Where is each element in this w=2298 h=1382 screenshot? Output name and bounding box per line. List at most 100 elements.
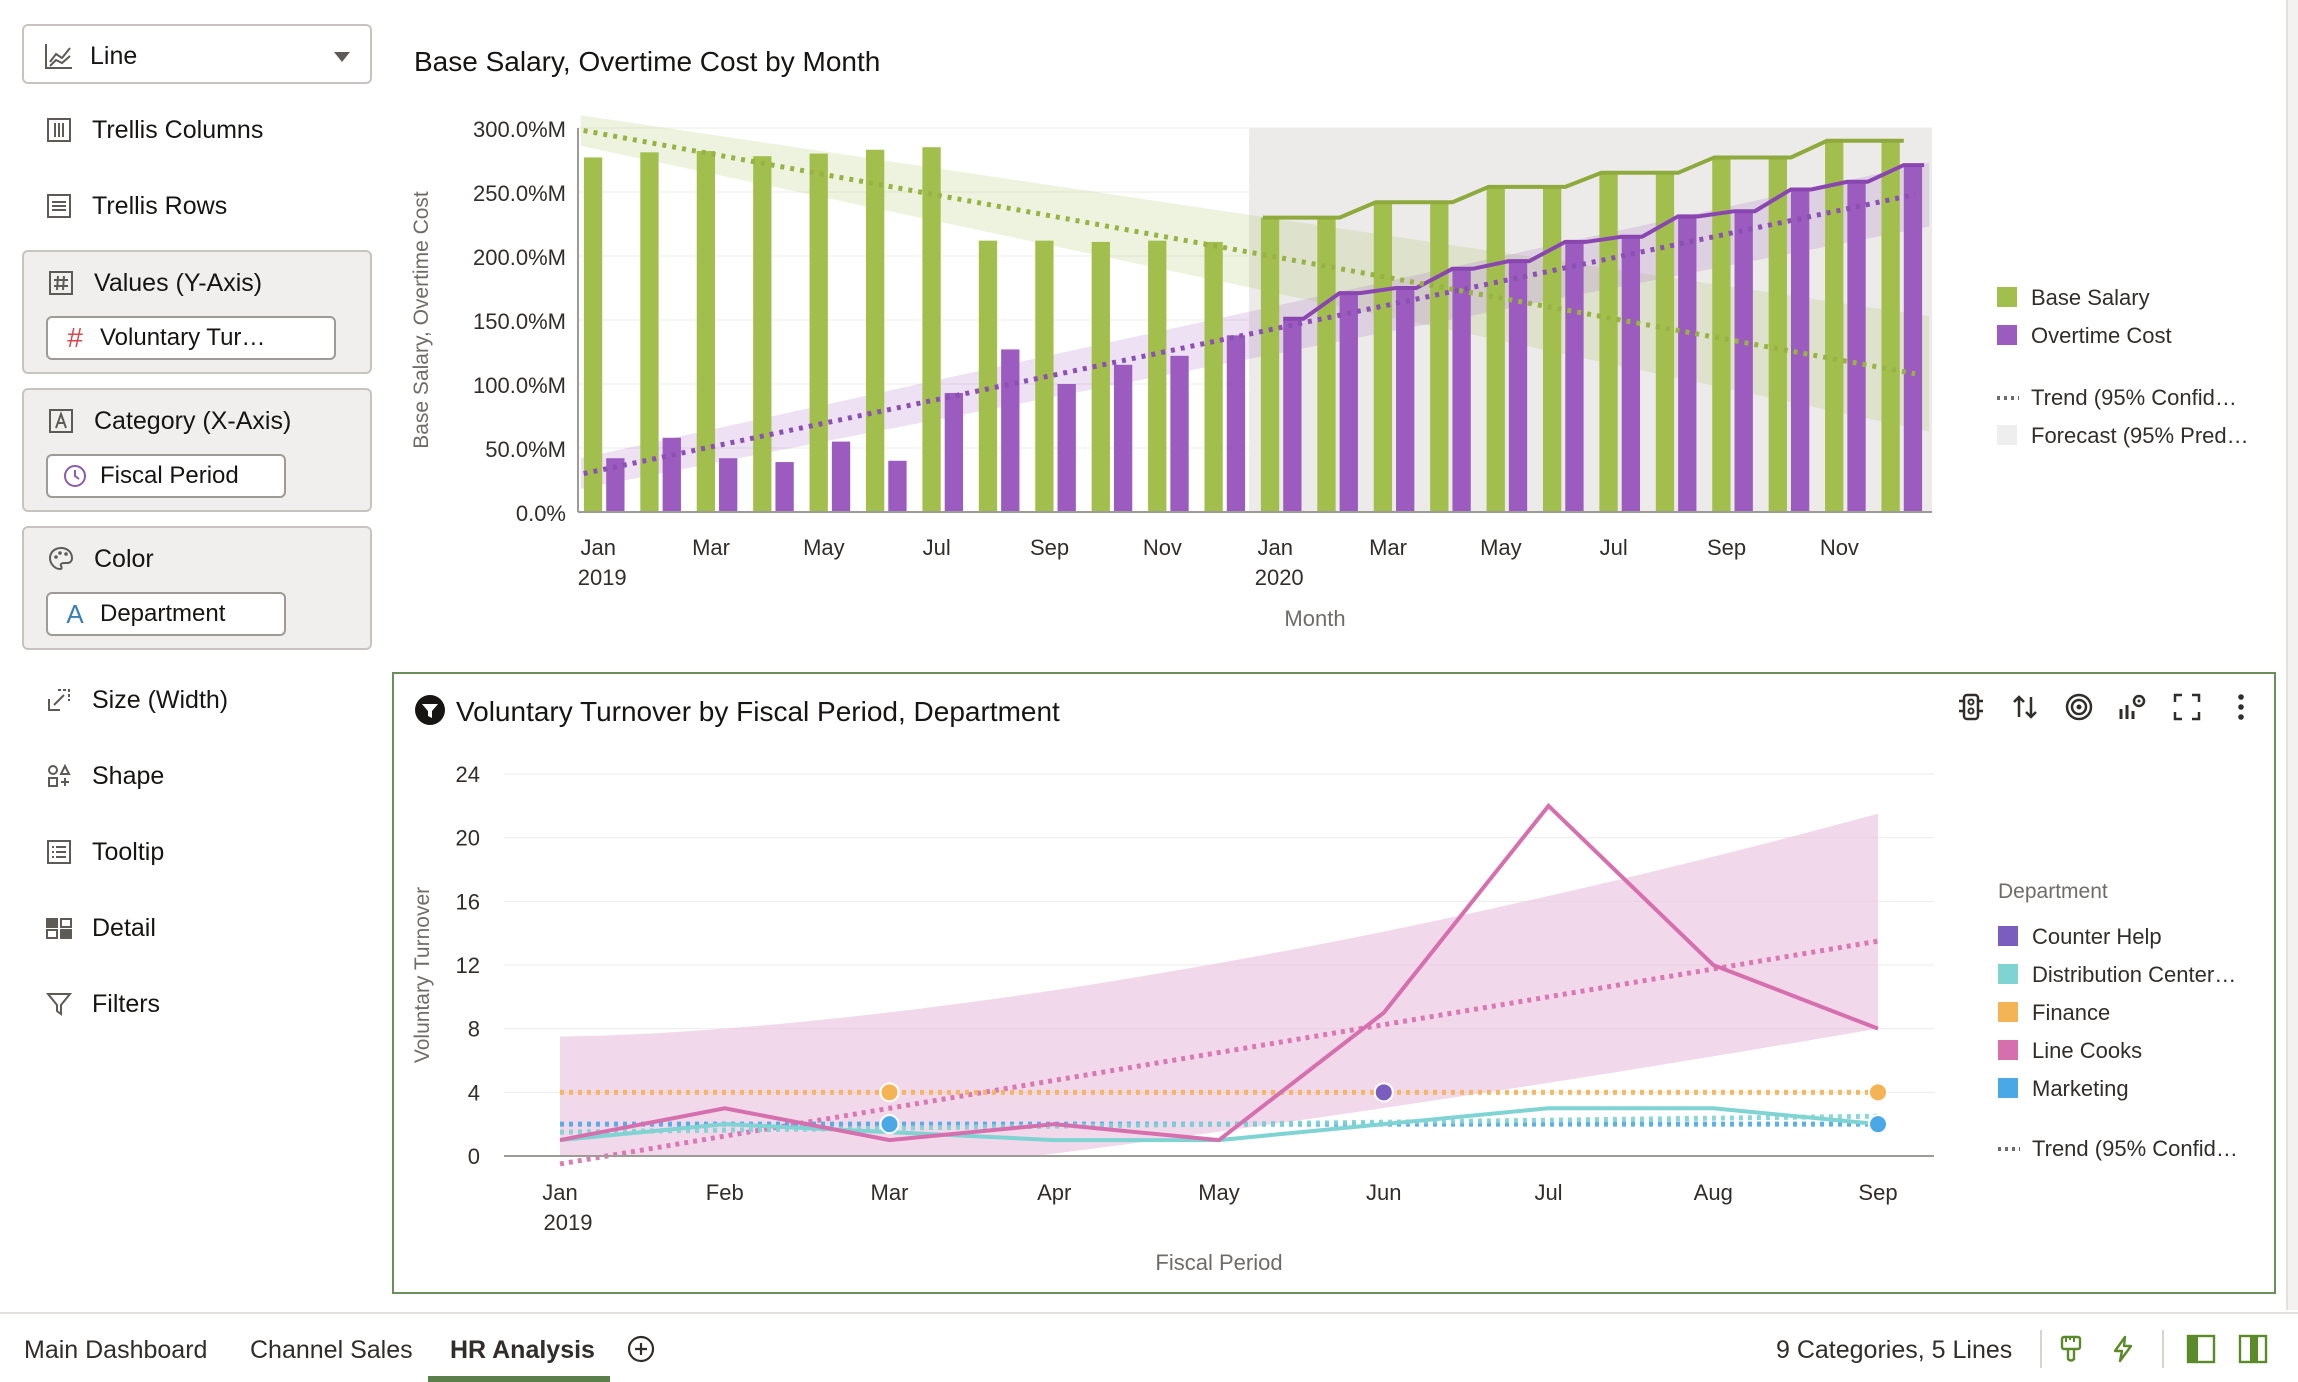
color-dropzone[interactable]: Color A Department [22,526,372,650]
x-tick-label: Nov [1820,535,1859,560]
shape-row[interactable]: Shape [44,756,364,796]
trellis-rows-label: Trellis Rows [92,191,228,220]
legend-swatch [1998,964,2018,984]
bar-overtime-cost [831,441,851,512]
bar-base-salary [1825,140,1844,513]
bar-overtime-cost [888,460,907,512]
shape-label: Shape [92,761,165,790]
more-icon[interactable] [2224,690,2258,724]
voluntary-turnover-viz[interactable]: Voluntary Turnover by Fiscal Period, Dep… [392,672,2276,1294]
analytics-icon[interactable] [2116,690,2150,724]
y-tick-label: 8 [468,1017,480,1042]
filters-row[interactable]: Filters [44,984,364,1024]
right-panel-toggle-icon[interactable] [2236,1332,2270,1366]
x-tick-label: Aug [1694,1180,1733,1205]
tab-hr-analysis[interactable]: HR Analysis [450,1336,595,1364]
measure-hash-icon: # [67,322,83,353]
x-tick-label: Jul [1534,1180,1562,1205]
x-tick-sublabel: 2019 [578,565,627,590]
legend-label: Base Salary [2031,285,2150,310]
legend-label: Counter Help [2032,924,2162,949]
fullscreen-icon[interactable] [2170,690,2204,724]
filter-applied-icon[interactable] [414,694,446,731]
bottom-chart-title: Voluntary Turnover by Fiscal Period, Dep… [456,696,1060,727]
top-chart-title: Base Salary, Overtime Cost by Month [414,46,881,77]
bar-base-salary [1091,241,1110,513]
bar-base-salary [1373,202,1393,513]
size-width-row[interactable]: Size (Width) [44,680,364,720]
bar-base-salary [978,240,998,512]
trend-confidence-band [580,162,1930,489]
category-x-axis-dropzone[interactable]: Category (X-Axis) Fiscal Period [22,388,372,512]
trellis-rows-row[interactable]: Trellis Rows [44,186,364,226]
y-tick-label: 12 [456,953,480,978]
legend-swatch [1997,287,2017,307]
x-tick-label: Jul [923,535,951,560]
y-tick-label: 16 [456,889,480,914]
status-bar: Main Dashboard Channel Sales HR Analysis… [0,1312,2298,1382]
legend-label: Distribution Center… [2032,962,2236,987]
x-tick-label: Sep [1707,535,1746,560]
legend-swatch [1998,1040,2018,1060]
x-tick-label: Nov [1143,535,1182,560]
x-tick-label: May [1198,1180,1240,1205]
legend-swatch [1998,1078,2018,1098]
legend-title: Department [1998,880,2108,903]
voluntary-turnover-pill[interactable]: # Voluntary Tur… [46,316,336,360]
x-tick-label: Jan [542,1180,577,1205]
lightning-icon[interactable] [2106,1332,2140,1366]
status-summary: 9 Categories, 5 Lines [1776,1336,2013,1364]
chart-type-select[interactable]: Line [22,24,372,84]
sort-icon[interactable] [2008,690,2042,724]
brush-icon[interactable] [2054,1332,2088,1366]
legend-label: Forecast (95% Pred… [2031,423,2249,448]
bar-base-salary [809,153,828,512]
shape-icon [44,761,74,791]
fiscal-period-pill[interactable]: Fiscal Period [46,454,286,498]
values-y-axis-label: Values (Y-Axis) [94,268,263,297]
bar-base-salary [1486,186,1505,512]
bar-overtime-cost [1057,384,1076,512]
trellis-columns-row[interactable]: Trellis Columns [44,110,364,150]
legend-label: Trend (95% Confid… [2032,1136,2238,1161]
clock-icon [62,463,88,489]
bar-base-salary [583,157,603,512]
values-y-axis-dropzone[interactable]: Values (Y-Axis) # Voluntary Tur… [22,250,372,374]
chevron-down-icon[interactable] [334,52,350,62]
y-tick-label: 300.0%M [473,117,566,142]
bar-overtime-cost [1678,216,1697,512]
target-icon[interactable] [2062,690,2096,724]
y-axis-title: Voluntary Turnover [411,887,434,1063]
y-tick-label: 150.0%M [473,309,566,334]
line-chart-icon [44,42,74,75]
trellis-columns-icon [44,115,74,145]
left-panel-toggle-icon[interactable] [2184,1332,2218,1366]
legend-swatch [1997,425,2017,445]
detail-label: Detail [92,913,156,942]
legend-label: Line Cooks [2032,1038,2142,1063]
grammar-panel: Line Trellis Columns Trellis Rows Values… [0,0,385,1310]
tooltip-row[interactable]: Tooltip [44,832,364,872]
department-pill[interactable]: A Department [46,592,286,636]
bar-overtime-cost [1847,181,1866,512]
x-tick-label: Apr [1037,1180,1071,1205]
bar-base-salary [1260,217,1280,512]
bar-base-salary [696,151,716,513]
bar-overtime-cost [719,458,738,512]
bar-base-salary [1768,157,1787,512]
series-line [559,802,1879,1143]
bar-base-salary [922,147,941,512]
x-tick-label: Jul [1600,535,1628,560]
x-tick-label: Jan [580,535,615,560]
bar-base-salary [1712,157,1731,512]
detail-row[interactable]: Detail [44,908,364,948]
tab-channel-sales[interactable]: Channel Sales [250,1336,413,1364]
auto-insights-icon[interactable] [1954,690,1988,724]
forecast-line [1262,138,1904,220]
add-canvas-icon[interactable] [626,1334,656,1369]
tab-main-dashboard[interactable]: Main Dashboard [24,1336,208,1364]
fiscal-period-pill-label: Fiscal Period [100,462,239,489]
bar-overtime-cost [1734,211,1753,512]
legend-label: Overtime Cost [2031,323,2172,348]
base-salary-overtime-viz[interactable]: Base Salary, Overtime Cost by Month 0.0%… [392,0,2282,665]
